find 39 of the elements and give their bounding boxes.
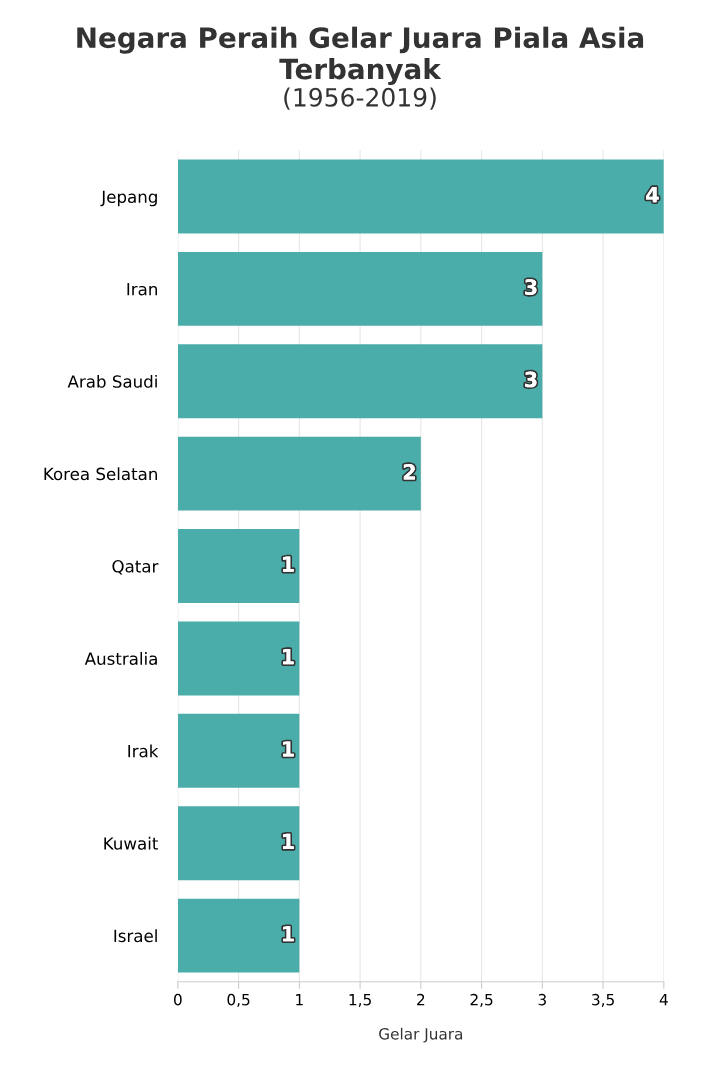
bar (177, 251, 543, 326)
bar (177, 159, 664, 234)
y-tick-label: Iran (127, 283, 157, 296)
x-axis-title: Gelar Juara (379, 1027, 463, 1043)
data-label: 1 (283, 741, 294, 757)
bar (177, 529, 300, 603)
y-tick-label: Israel (114, 929, 157, 943)
x-tick-label: 4 (659, 994, 668, 1006)
data-label: 1 (283, 556, 294, 572)
data-label: 1 (283, 926, 294, 942)
chart-subtitle: (1956-2019) (284, 87, 436, 110)
data-label: 1 (283, 648, 294, 665)
x-tick-label: 2 (417, 993, 425, 1006)
x-tick-label: 1 (296, 994, 303, 1006)
bar (177, 898, 300, 973)
bar (177, 713, 300, 788)
x-tick-label: 3 (538, 993, 546, 1006)
x-tick-label: 1,5 (349, 994, 371, 1007)
y-tick-label: Arab Saudi (67, 374, 157, 388)
y-tick-label: Jepang (100, 190, 157, 207)
data-label: 4 (646, 187, 659, 203)
data-label: 2 (403, 463, 415, 480)
data-label: 3 (525, 371, 537, 388)
bar (177, 621, 300, 696)
x-tick-label: 3,5 (592, 993, 614, 1007)
bar (177, 344, 543, 419)
bar (177, 806, 300, 881)
data-label: 1 (283, 833, 294, 849)
y-tick-label: Korea Selatan (44, 467, 157, 481)
chart-title: Negara Peraih Gelar Juara Piala Asia Terbanyak (77, 26, 644, 86)
y-tick-label: Australia (84, 652, 157, 665)
x-tick-label: 2,5 (470, 993, 493, 1007)
bar (177, 436, 421, 511)
y-tick-label: Kuwait (104, 836, 158, 850)
y-tick-label: Qatar (112, 560, 159, 575)
data-label: 3 (525, 279, 537, 295)
x-tick-label: 0 (173, 993, 182, 1006)
y-tick-label: Irak (128, 744, 159, 758)
x-tick-label: 0,5 (227, 993, 250, 1007)
